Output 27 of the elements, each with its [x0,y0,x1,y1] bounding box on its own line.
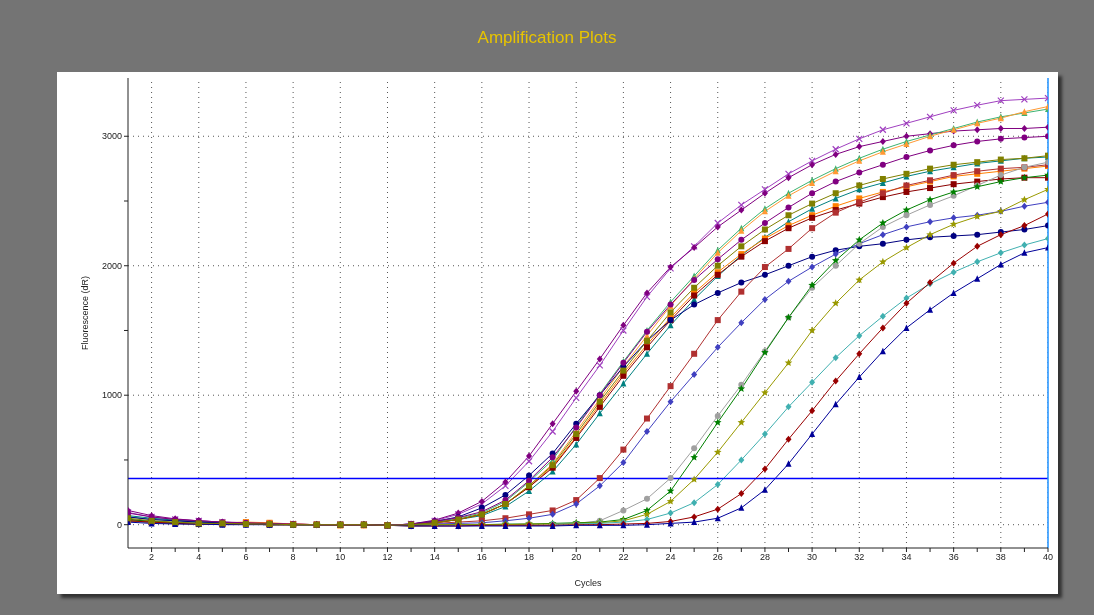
y-tick-label: 1000 [101,390,122,401]
x-tick-label: 16 [476,552,487,563]
x-tick-label: 24 [665,552,676,563]
x-tick-label: 2 [149,552,155,563]
y-tick-label: 2000 [101,260,122,271]
x-tick-label: 32 [854,552,865,563]
x-tick-label: 36 [948,552,959,563]
x-tick-label: 6 [243,552,249,563]
y-tick-label: 3000 [101,131,122,142]
y-axis-title: Fluorescence (dR) [80,275,91,351]
x-tick-label: 30 [807,552,818,563]
x-tick-label: 38 [995,552,1006,563]
x-tick-label: 26 [712,552,723,563]
x-tick-label: 4 [196,552,202,563]
x-tick-label: 20 [571,552,582,563]
x-tick-label: 18 [524,552,535,563]
x-tick-label: 34 [901,552,912,563]
x-tick-label: 10 [335,552,346,563]
x-tick-label: 28 [759,552,770,563]
chart-title: Amplification Plots [476,28,618,48]
y-tick-label: 0 [116,519,122,530]
x-tick-label: 14 [429,552,440,563]
x-tick-label: 12 [382,552,393,563]
x-tick-label: 8 [290,552,296,563]
x-axis-title: Cycles [574,578,602,588]
x-tick-label: 22 [618,552,629,563]
x-tick-label: 40 [1042,552,1054,563]
